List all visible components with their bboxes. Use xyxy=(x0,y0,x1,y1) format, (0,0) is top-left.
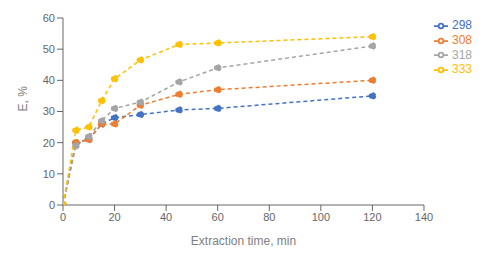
svg-text:60: 60 xyxy=(212,211,224,223)
svg-text:140: 140 xyxy=(415,211,433,223)
svg-text:10: 10 xyxy=(43,168,55,180)
svg-text:Extraction time, min: Extraction time, min xyxy=(191,234,296,248)
html-text:318: 318 xyxy=(452,47,472,62)
html-text:308: 308 xyxy=(452,32,472,47)
svg-text:20: 20 xyxy=(43,137,55,149)
svg-text:0: 0 xyxy=(49,199,55,211)
svg-text:0: 0 xyxy=(60,211,66,223)
svg-text:E, %: E, % xyxy=(16,86,30,112)
html-text:333: 333 xyxy=(452,62,472,77)
svg-text:40: 40 xyxy=(43,74,55,86)
svg-text:30: 30 xyxy=(43,105,55,117)
svg-text:60: 60 xyxy=(43,12,55,24)
svg-text:50: 50 xyxy=(43,43,55,55)
svg-text:40: 40 xyxy=(160,211,172,223)
svg-text:80: 80 xyxy=(263,211,275,223)
svg-text:20: 20 xyxy=(108,211,120,223)
svg-text:100: 100 xyxy=(312,211,330,223)
html-text:298: 298 xyxy=(452,18,472,32)
svg-text:120: 120 xyxy=(363,211,381,223)
